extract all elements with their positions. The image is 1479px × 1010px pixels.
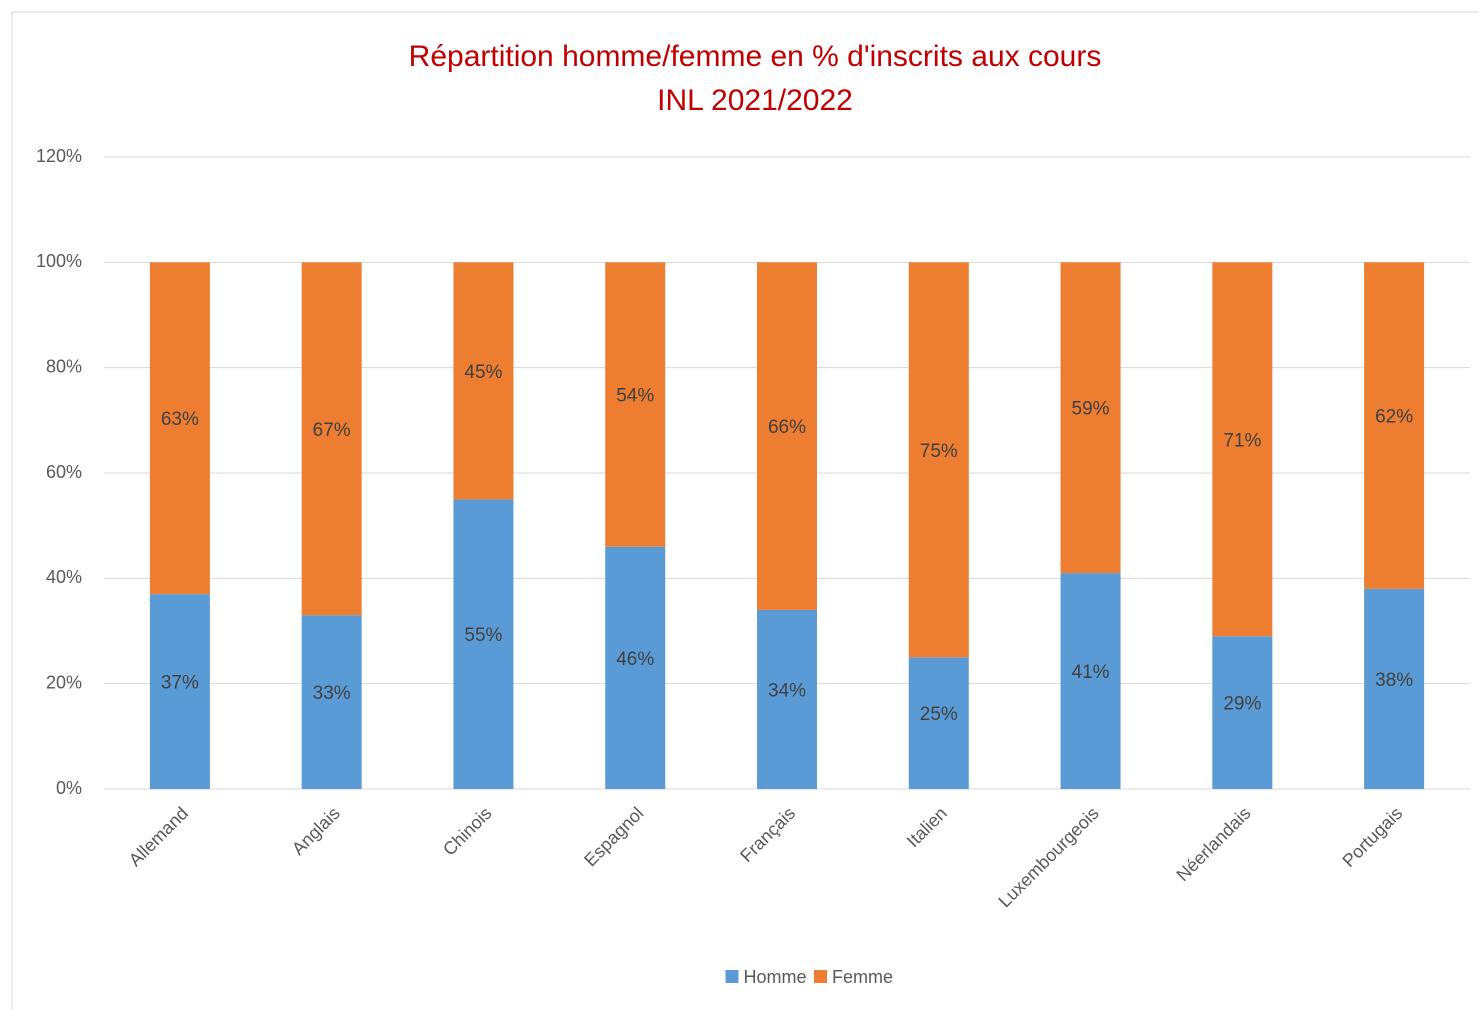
- y-tick-label: 60%: [46, 462, 82, 482]
- data-label: 62%: [1375, 407, 1413, 428]
- y-tick-label: 120%: [36, 146, 82, 166]
- bar-segment: [1364, 588, 1425, 789]
- data-label: 38%: [1375, 670, 1413, 691]
- y-tick-label: 80%: [46, 356, 82, 376]
- bar-segment: [757, 262, 817, 610]
- chart-title: INL 2021/2022: [657, 84, 853, 117]
- y-tick-label: 20%: [46, 672, 82, 692]
- data-label: 25%: [920, 704, 958, 725]
- data-label: 29%: [1223, 694, 1261, 715]
- data-label: 55%: [464, 625, 502, 646]
- y-tick-label: 0%: [56, 778, 82, 798]
- bar-segment: [1212, 636, 1273, 789]
- bar-segment: [605, 262, 666, 547]
- data-label: 37%: [161, 673, 199, 694]
- data-label: 41%: [1072, 662, 1110, 683]
- bar-segment: [453, 262, 514, 500]
- data-label: 67%: [313, 420, 351, 441]
- data-label: 59%: [1072, 399, 1110, 420]
- data-label: 66%: [768, 417, 806, 438]
- bar-segment: [1060, 262, 1121, 574]
- bar-segment: [1060, 573, 1121, 789]
- legend-label: Femme: [832, 967, 893, 987]
- data-label: 34%: [768, 680, 806, 701]
- bar-segment: [149, 594, 210, 789]
- bar-segment: [453, 499, 514, 789]
- bar-segment: [301, 615, 362, 789]
- bar-segment: [1364, 262, 1425, 589]
- bar-segment: [149, 262, 210, 595]
- bar-segment: [908, 262, 969, 658]
- chart-title: Répartition homme/femme en % d'inscrits …: [409, 40, 1102, 73]
- legend-label: Homme: [744, 967, 807, 987]
- data-label: 75%: [920, 441, 958, 462]
- data-label: 71%: [1223, 430, 1261, 451]
- bar-segment: [1212, 262, 1273, 637]
- data-label: 45%: [464, 362, 502, 383]
- y-tick-label: 100%: [36, 251, 82, 271]
- data-label: 33%: [313, 683, 351, 704]
- bar-segment: [605, 546, 666, 789]
- bar-segment: [301, 262, 362, 616]
- legend-swatch: [725, 970, 739, 983]
- data-label: 63%: [161, 409, 199, 430]
- data-label: 46%: [616, 649, 654, 670]
- bar-segment: [757, 609, 817, 789]
- data-label: 54%: [616, 386, 654, 407]
- bar-segment: [908, 657, 969, 789]
- y-tick-label: 40%: [46, 567, 82, 587]
- legend-swatch: [814, 970, 827, 983]
